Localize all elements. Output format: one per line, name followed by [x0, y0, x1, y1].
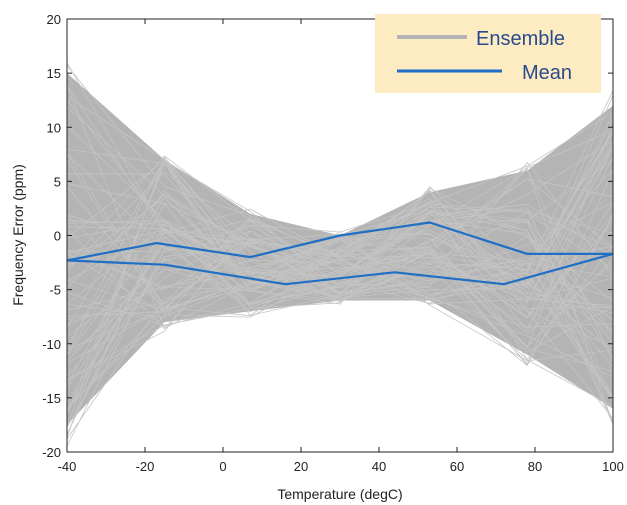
ensemble-trace — [66, 169, 614, 413]
x-tick-label: 100 — [602, 459, 624, 474]
ensemble-trace — [66, 237, 614, 447]
x-tick-label: 20 — [294, 459, 308, 474]
x-tick-label: -40 — [58, 459, 77, 474]
x-tick-label: 0 — [219, 459, 226, 474]
ensemble-trace — [66, 156, 614, 332]
ensemble-trace — [66, 149, 614, 317]
ensemble-trace — [66, 156, 614, 438]
y-tick-label: -20 — [42, 445, 61, 460]
ensemble-trace — [66, 213, 614, 337]
y-tick-label: 15 — [47, 66, 61, 81]
y-tick-label: 10 — [47, 120, 61, 135]
x-tick-label: -20 — [136, 459, 155, 474]
ensemble-trace — [66, 125, 614, 349]
ensemble-trace — [66, 202, 614, 325]
ensemble-trace — [66, 65, 614, 289]
ensemble-trace — [66, 201, 614, 425]
ensemble-trace — [66, 219, 614, 299]
x-tick-label: 40 — [372, 459, 386, 474]
y-tick-label: 0 — [54, 229, 61, 244]
ensemble-trace — [66, 197, 614, 419]
y-tick-label: 20 — [47, 12, 61, 27]
ensemble-trace — [66, 169, 614, 316]
y-tick-label: 5 — [54, 174, 61, 189]
ensemble-trace — [66, 140, 614, 380]
series-line-mean — [66, 252, 614, 286]
ensemble-trace — [66, 231, 614, 440]
legend-box — [375, 14, 601, 93]
ensemble-trace — [66, 220, 614, 348]
x-tick-label: 60 — [450, 459, 464, 474]
series-layer — [66, 221, 614, 286]
ensemble-layer — [66, 62, 614, 447]
x-axis-label: Temperature (degC) — [277, 486, 402, 502]
ensemble-trace — [66, 187, 614, 411]
series-line-mean — [66, 221, 613, 262]
ensemble-trace — [66, 126, 614, 435]
ensemble-trace — [66, 216, 614, 366]
legend: Ensemble Mean — [375, 14, 601, 93]
ensemble-trace — [66, 207, 614, 399]
y-tick-label: -15 — [42, 391, 61, 406]
ensemble-trace — [66, 206, 614, 305]
ensemble-trace — [66, 186, 614, 321]
y-tick-label: -10 — [42, 337, 61, 352]
y-tick-label: -5 — [49, 283, 61, 298]
x-tick-label: 80 — [528, 459, 542, 474]
ensemble-trace — [66, 106, 614, 306]
ensemble-trace — [66, 132, 614, 348]
y-axis-label: Frequency Error (ppm) — [10, 164, 26, 306]
ensemble-trace — [66, 141, 614, 352]
ensemble-trace — [66, 153, 614, 352]
legend-label-ensemble: Ensemble — [476, 28, 565, 50]
legend-label-mean: Mean — [522, 62, 572, 84]
